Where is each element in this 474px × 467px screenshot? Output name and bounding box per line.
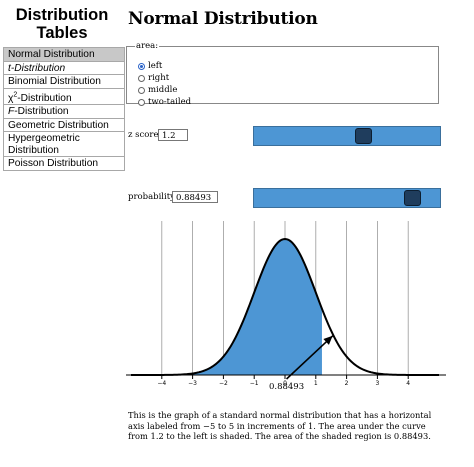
x-tick-label: −2 — [219, 380, 228, 387]
shaded-area — [131, 239, 322, 375]
x-tick-label: 4 — [406, 380, 410, 387]
sidebar-item-geometric-distribution[interactable]: Geometric Distribution — [3, 117, 125, 133]
z-score-input[interactable]: 1.2 — [158, 129, 188, 141]
radio-label: right — [148, 73, 170, 83]
page-title: Normal Distribution — [128, 9, 318, 29]
sidebar-item-label: Hypergeometric Distribution — [8, 133, 80, 156]
radio-two-tailed[interactable]: two-tailed — [138, 97, 191, 107]
area-arrow-head — [323, 335, 333, 345]
sidebar-item-label: Binomial Distribution — [8, 76, 101, 87]
sidebar-item-t-distribution[interactable]: t-Distribution — [3, 60, 125, 75]
radio-button[interactable] — [138, 62, 145, 70]
radio-label: middle — [148, 85, 178, 95]
sidebar-item-hypergeometric-distribution[interactable]: Hypergeometric Distribution — [3, 131, 125, 158]
x-tick-label: −3 — [188, 380, 197, 387]
sidebar-item-poisson-distribution[interactable]: Poisson Distribution — [3, 156, 125, 171]
radio-button[interactable] — [138, 74, 145, 82]
x-tick-label: −4 — [157, 380, 166, 387]
probability-slider[interactable] — [253, 188, 441, 208]
sidebar-item-label: Normal Distribution — [8, 49, 95, 60]
sidebar-item-f-distribution[interactable]: F-Distribution — [3, 104, 125, 119]
radio-label: two-tailed — [148, 97, 192, 107]
sidebar-item-label: F-Distribution — [8, 106, 69, 118]
radio-button[interactable] — [138, 86, 145, 94]
radio-middle[interactable]: middle — [138, 85, 177, 95]
x-tick-label: −1 — [250, 380, 259, 387]
density-curve — [131, 237, 439, 376]
sidebar-item-label: Poisson Distribution — [8, 158, 99, 170]
x-tick-label: 3 — [375, 380, 379, 387]
x-tick-label: 0 — [283, 380, 287, 387]
x-tick-label: 1 — [314, 380, 318, 387]
sidebar-item-label: Geometric Distribution — [8, 119, 109, 131]
radio-button[interactable] — [138, 98, 145, 106]
shaded-area-label: 0.88493 — [269, 382, 304, 392]
sidebar-item-label: χ2-Distribution — [8, 91, 72, 104]
sidebar-title-line1: Distribution — [15, 6, 109, 24]
probability-input[interactable]: 0.88493 — [172, 191, 218, 203]
area-legend: area: — [136, 41, 159, 51]
z-score-slider[interactable] — [253, 126, 441, 146]
area-fieldset: area: left right middle two-tailed — [126, 41, 439, 107]
sidebar-item-binomial-distribution[interactable]: Binomial Distribution — [3, 74, 125, 89]
z-score-slider-handle[interactable] — [355, 128, 372, 144]
radio-left[interactable]: left — [138, 61, 162, 71]
radio-label: left — [148, 61, 163, 71]
sidebar-item-normal-distribution[interactable]: Normal Distribution — [3, 47, 125, 62]
probability-label: probability — [128, 192, 175, 202]
sidebar-nav: Normal Distribution t-Distribution Binom… — [3, 47, 125, 171]
radio-right[interactable]: right — [138, 73, 169, 83]
normal-distribution-chart: −4 −3 −2 −1 0 1 2 3 4 0.88493 — [126, 221, 446, 392]
sidebar-item-chi-square-distribution[interactable]: χ2-Distribution — [3, 87, 125, 106]
z-score-label: z score — [128, 130, 159, 140]
x-tick-label: 2 — [345, 380, 349, 387]
sidebar-item-label: t-Distribution — [8, 62, 66, 74]
sidebar-title: Distribution Tables — [0, 6, 124, 42]
area-arrow — [285, 335, 334, 380]
sidebar-title-line2: Tables — [36, 24, 88, 42]
probability-slider-handle[interactable] — [404, 190, 421, 206]
chart-caption: This is the graph of a standard normal d… — [128, 410, 432, 441]
